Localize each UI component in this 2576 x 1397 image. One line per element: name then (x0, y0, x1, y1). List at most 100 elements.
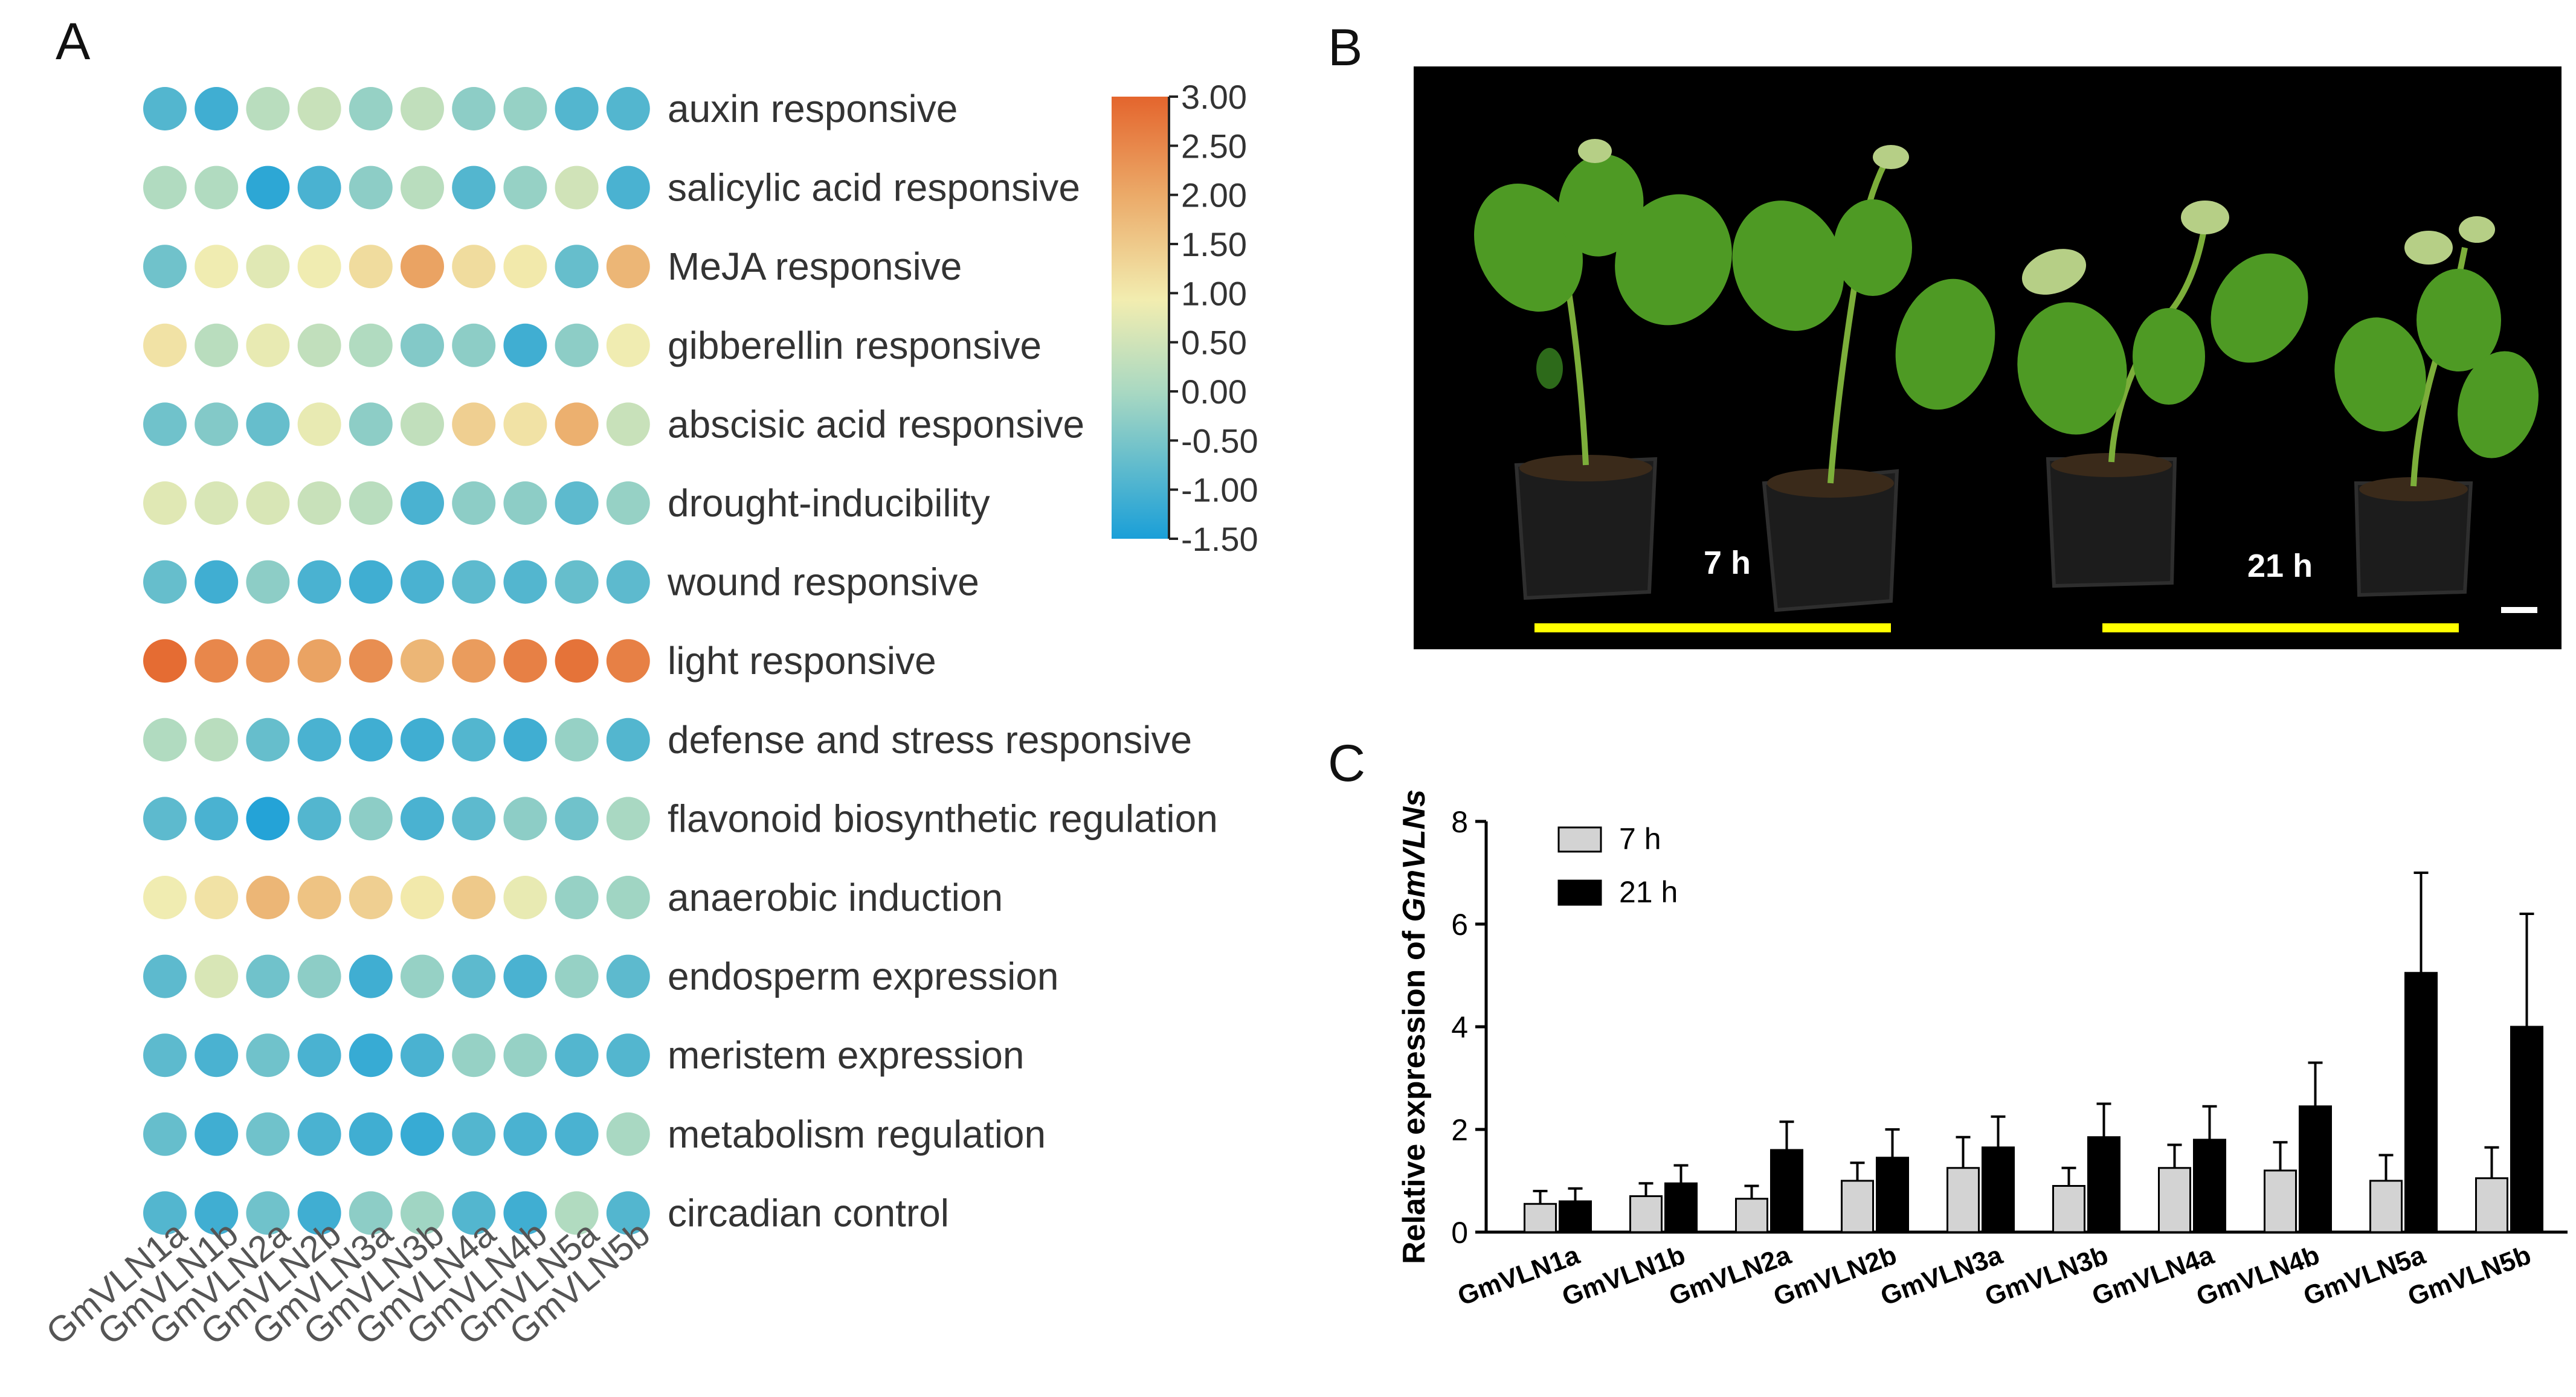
heatmap-dot (143, 323, 187, 367)
panel-label-b: B (1328, 19, 1363, 77)
heatmap-dot (143, 797, 187, 841)
heatmap-dot (606, 245, 650, 289)
heatmap-dot (401, 1191, 444, 1235)
heatmap-row-label: auxin responsive (668, 87, 958, 130)
heatmap-row-label: wound responsive (667, 560, 979, 604)
heatmap-dot (606, 954, 650, 998)
bar (1664, 1182, 1698, 1233)
heatmap-dot (349, 1191, 393, 1235)
legend-label: 7 h (1619, 822, 1661, 856)
heatmap-dot (195, 876, 239, 919)
heatmap-dot (452, 639, 496, 683)
heatmap-dot (452, 797, 496, 841)
heatmap-dot (503, 1033, 547, 1077)
colorbar (1112, 97, 1169, 539)
heatmap-dot (349, 876, 393, 919)
heatmap-row-label: drought-inducibility (668, 481, 990, 525)
heatmap-dot (143, 402, 187, 446)
bar (2404, 972, 2438, 1233)
bar (1982, 1146, 2015, 1233)
heatmap-dot (555, 1112, 599, 1156)
heatmap-dot (143, 481, 187, 525)
heatmap-dot (246, 87, 290, 130)
heatmap-dot (555, 954, 599, 998)
bar (1629, 1195, 1663, 1233)
heatmap-dot (195, 560, 239, 604)
heatmap-dot (401, 245, 444, 289)
heatmap-dot (452, 481, 496, 525)
heatmap-dot (555, 245, 599, 289)
heatmap-row-label: abscisic acid responsive (668, 402, 1084, 446)
colorbar-tick-label: -1.00 (1181, 471, 1258, 509)
heatmap-dot (349, 481, 393, 525)
x-tick-label: GmVLN4b (2192, 1240, 2323, 1312)
heatmap-dot (297, 1033, 341, 1077)
heatmap-dot (503, 876, 547, 919)
heatmap-row-label: circadian control (668, 1191, 949, 1235)
heatmap-dot (452, 87, 496, 130)
heatmap-dot (143, 1112, 187, 1156)
heatmap-dot (401, 1033, 444, 1077)
heatmap-dot (297, 402, 341, 446)
bar (2158, 1167, 2191, 1233)
heatmap-dot (297, 876, 341, 919)
heatmap-dot (555, 87, 599, 130)
heatmap-dot (452, 718, 496, 762)
y-tick-label: 6 (1451, 908, 1468, 942)
heatmap-dot (195, 402, 239, 446)
heatmap-dot (401, 481, 444, 525)
heatmap-dot (606, 560, 650, 604)
heatmap-dot (349, 402, 393, 446)
bar (2052, 1185, 2085, 1233)
heatmap-dot (606, 165, 650, 210)
heatmap-dot (401, 876, 444, 919)
x-tick-label: GmVLN3b (1981, 1240, 2112, 1312)
pot-icon (1514, 457, 2473, 612)
heatmap-row-label: defense and stress responsive (668, 718, 1192, 762)
bar (1946, 1167, 1980, 1233)
heatmap-dot (195, 639, 239, 683)
heatmap-dot (246, 1033, 290, 1077)
bar (2475, 1177, 2508, 1233)
heatmap-dot (452, 954, 496, 998)
heatmap-chart: auxin responsive salicylic acid responsiv… (39, 78, 1258, 1353)
heatmap-dot (401, 402, 444, 446)
colorbar-tick-label: 1.00 (1181, 274, 1247, 312)
heatmap-dot (503, 560, 547, 604)
heatmap-dot (349, 323, 393, 367)
heatmap-dot (401, 639, 444, 683)
heatmap-dot (195, 87, 239, 130)
heatmap-dot (297, 639, 341, 683)
heatmap-dot (555, 876, 599, 919)
bar (1524, 1203, 1557, 1233)
heatmap-dot (195, 718, 239, 762)
heatmap-dot (452, 876, 496, 919)
heatmap-dot (246, 876, 290, 919)
bar (1735, 1198, 1768, 1233)
heatmap-dot (297, 165, 341, 210)
x-tick-label: GmVLN2b (1769, 1240, 1901, 1312)
heatmap-dot (349, 718, 393, 762)
heatmap-dot (503, 1191, 547, 1235)
heatmap-dot (606, 87, 650, 130)
plant-photo: 7 h 21 h (1414, 66, 2562, 649)
heatmap-dot (606, 402, 650, 446)
bar (1559, 1200, 1592, 1233)
heatmap-dot (503, 402, 547, 446)
colorbar-tick-label: 0.50 (1181, 324, 1247, 362)
heatmap-dot (503, 165, 547, 210)
heatmap-dot (349, 1033, 393, 1077)
heatmap-dot (606, 1112, 650, 1156)
bar (2510, 1026, 2543, 1233)
heatmap-dot (297, 797, 341, 841)
heatmap-dot (452, 560, 496, 604)
heatmap-dot (606, 718, 650, 762)
time-bar-7h (1534, 623, 1891, 632)
heatmap-dot (555, 1191, 599, 1235)
heatmap-dot (195, 323, 239, 367)
heatmap-dot (297, 323, 341, 367)
heatmap-dot (246, 718, 290, 762)
heatmap-dot (452, 1033, 496, 1077)
heatmap-dot (401, 323, 444, 367)
heatmap-dot (349, 797, 393, 841)
